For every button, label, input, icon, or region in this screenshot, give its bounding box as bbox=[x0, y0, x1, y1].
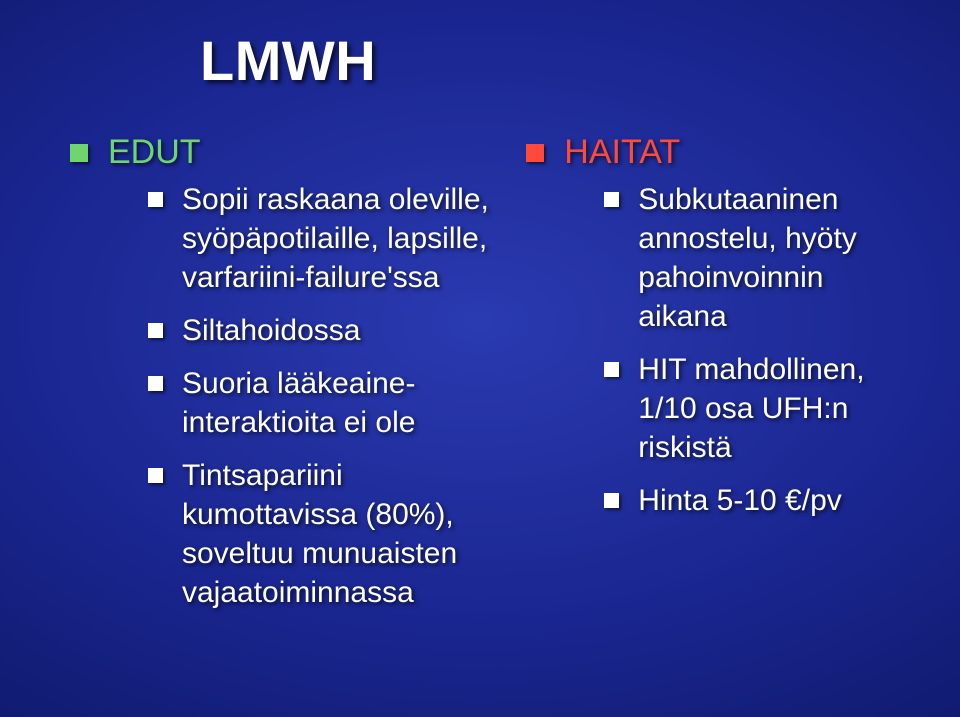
list-item: HIT mahdollinen, 1/10 osa UFH:n riskistä bbox=[604, 350, 912, 467]
pros-list: Sopii raskaana oleville, syöpäpotilaille… bbox=[108, 180, 496, 612]
heading-pros-text: EDUT bbox=[108, 133, 201, 171]
list-item: Hinta 5-10 €/pv bbox=[604, 481, 912, 520]
heading-cons: HAITAT Subkutaaninen annostelu, hyöty pa… bbox=[526, 131, 912, 520]
column-right: HAITAT Subkutaaninen annostelu, hyöty pa… bbox=[526, 131, 912, 626]
list-item: Suoria lääkeaine-interaktioita ei ole bbox=[148, 364, 496, 442]
list-item: Siltahoidossa bbox=[148, 311, 496, 350]
cons-list: Subkutaaninen annostelu, hyöty pahoinvoi… bbox=[564, 180, 912, 520]
slide: LMWH EDUT Sopii raskaana oleville, syöpä… bbox=[0, 0, 960, 717]
slide-title: LMWH bbox=[200, 28, 912, 93]
list-item: Tintsapariini kumottavissa (80%), sovelt… bbox=[148, 456, 496, 612]
columns: EDUT Sopii raskaana oleville, syöpäpotil… bbox=[70, 131, 912, 626]
heading-pros: EDUT Sopii raskaana oleville, syöpäpotil… bbox=[70, 131, 496, 612]
list-item: Sopii raskaana oleville, syöpäpotilaille… bbox=[148, 180, 496, 297]
heading-cons-text: HAITAT bbox=[564, 133, 680, 171]
list-item: Subkutaaninen annostelu, hyöty pahoinvoi… bbox=[604, 180, 912, 336]
column-left: EDUT Sopii raskaana oleville, syöpäpotil… bbox=[70, 131, 496, 626]
